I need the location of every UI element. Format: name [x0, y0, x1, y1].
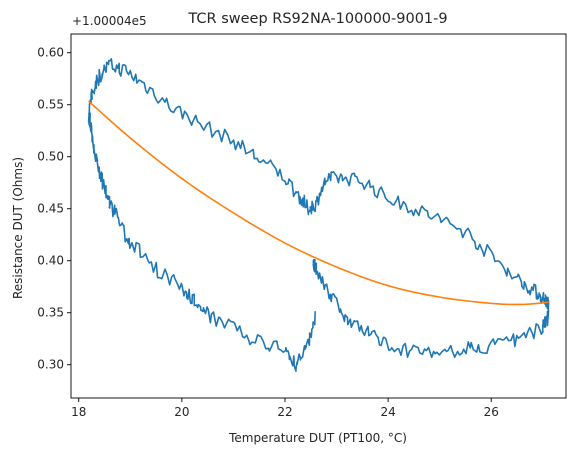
y-tick-label: 0.50: [37, 150, 64, 164]
series-line-fit: [88, 100, 549, 306]
y-tick-label: 0.45: [37, 202, 64, 216]
y-tick-label: 0.60: [37, 46, 64, 60]
y-tick-label: 0.40: [37, 254, 64, 268]
y-tick-label: 0.55: [37, 98, 64, 112]
y-tick-label: 0.30: [37, 358, 64, 372]
x-tick-label: 20: [174, 405, 189, 419]
series-line-measured: [87, 57, 550, 372]
y-tick-label: 0.35: [37, 306, 64, 320]
x-tick-label: 18: [71, 405, 86, 419]
ticks-layer: 18 20 22 24 26 0.30 0.35 0.40 0.45 0.50 0.55 0.60: [37, 33, 567, 419]
x-axis-label: Temperature DUT (PT100, °C): [228, 431, 407, 445]
chart-title: TCR sweep RS92NA-100000-9001-9: [187, 11, 447, 27]
plot-frame: [70, 33, 567, 399]
y-axis-label: Resistance DUT (Ohms): [11, 157, 25, 299]
series-layer: [87, 57, 550, 372]
x-tick-label: 24: [380, 405, 395, 419]
x-tick-label: 26: [484, 405, 499, 419]
y-offset-label: +1.00004e5: [72, 14, 147, 28]
x-tick-label: 22: [277, 405, 292, 419]
